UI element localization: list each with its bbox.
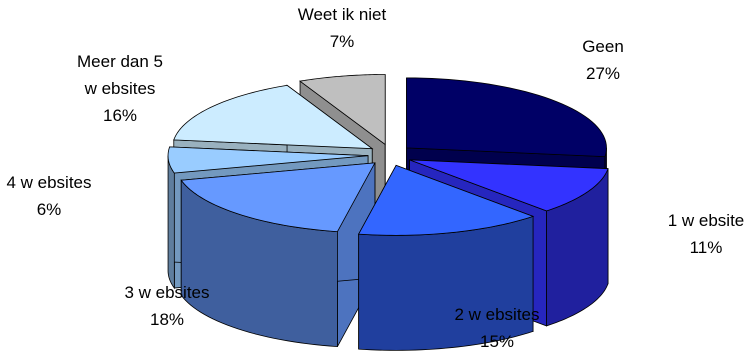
slice-label-4: 4 w ebsites 6% bbox=[6, 173, 91, 219]
slice-label-1: 1 w ebsite 11% bbox=[668, 211, 745, 257]
pie-slice-top-4 bbox=[167, 146, 369, 174]
pie-slice-top-2 bbox=[358, 164, 535, 236]
slice-label-0: Geen 27% bbox=[582, 37, 624, 83]
pie-slice-3 bbox=[180, 162, 376, 348]
pie-slice-top-1 bbox=[409, 159, 609, 212]
pie-slice-top-5 bbox=[173, 84, 374, 150]
pie-slice-2 bbox=[358, 164, 535, 351]
slice-label-2: 2 w ebsites 15% bbox=[454, 305, 539, 351]
pie-slice-top-6 bbox=[299, 74, 386, 146]
pie-slice-top-3 bbox=[180, 162, 376, 233]
pie-slice-side-4 bbox=[167, 155, 175, 290]
pie-slice-side-2 bbox=[358, 215, 534, 351]
pie-slice-top-0 bbox=[406, 77, 607, 158]
slice-label-6: Weet ik niet 7% bbox=[298, 5, 387, 51]
slice-label-3: 3 w ebsites 18% bbox=[124, 283, 209, 329]
